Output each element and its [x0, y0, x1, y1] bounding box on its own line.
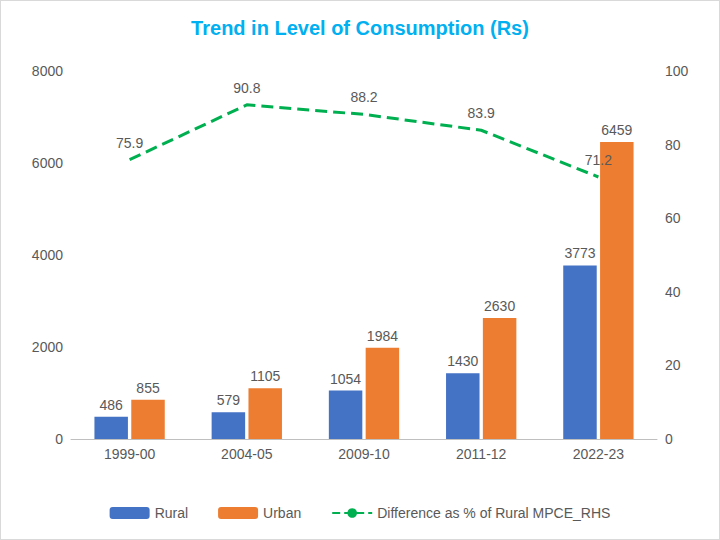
svg-text:1054: 1054 [330, 371, 361, 387]
svg-text:Urban: Urban [263, 505, 301, 521]
svg-text:4000: 4000 [32, 247, 63, 263]
svg-text:486: 486 [100, 397, 124, 413]
svg-text:855: 855 [136, 380, 160, 396]
svg-text:2011-12: 2011-12 [456, 446, 507, 462]
svg-text:2022-23: 2022-23 [573, 446, 625, 462]
svg-text:83.9: 83.9 [468, 105, 495, 121]
svg-text:3773: 3773 [564, 245, 595, 261]
svg-text:Trend in Level of Consumption: Trend in Level of Consumption (Rs) [191, 17, 529, 39]
svg-text:1105: 1105 [250, 368, 280, 384]
svg-text:60: 60 [665, 210, 681, 226]
svg-text:1430: 1430 [447, 353, 478, 369]
svg-text:2009-10: 2009-10 [338, 446, 390, 462]
svg-text:0: 0 [55, 431, 63, 447]
svg-text:8000: 8000 [32, 63, 63, 79]
svg-text:100: 100 [665, 63, 689, 79]
svg-text:6000: 6000 [32, 155, 63, 171]
svg-text:579: 579 [217, 392, 241, 408]
svg-text:0: 0 [665, 431, 673, 447]
svg-text:80: 80 [665, 137, 681, 153]
svg-text:20: 20 [665, 357, 681, 373]
svg-text:88.2: 88.2 [350, 89, 377, 105]
svg-text:75.9: 75.9 [116, 135, 143, 151]
svg-text:Difference as % of Rural MPCE_: Difference as % of Rural MPCE_RHS [377, 505, 610, 521]
svg-text:Rural: Rural [155, 505, 188, 521]
svg-text:2630: 2630 [484, 298, 515, 314]
svg-text:71.2: 71.2 [585, 152, 612, 168]
svg-text:1984: 1984 [367, 328, 398, 344]
svg-text:2000: 2000 [32, 339, 63, 355]
svg-text:6459: 6459 [601, 122, 632, 138]
svg-text:40: 40 [665, 284, 681, 300]
svg-text:1999-00: 1999-00 [104, 446, 156, 462]
svg-text:2004-05: 2004-05 [221, 446, 273, 462]
svg-text:90.8: 90.8 [233, 80, 260, 96]
